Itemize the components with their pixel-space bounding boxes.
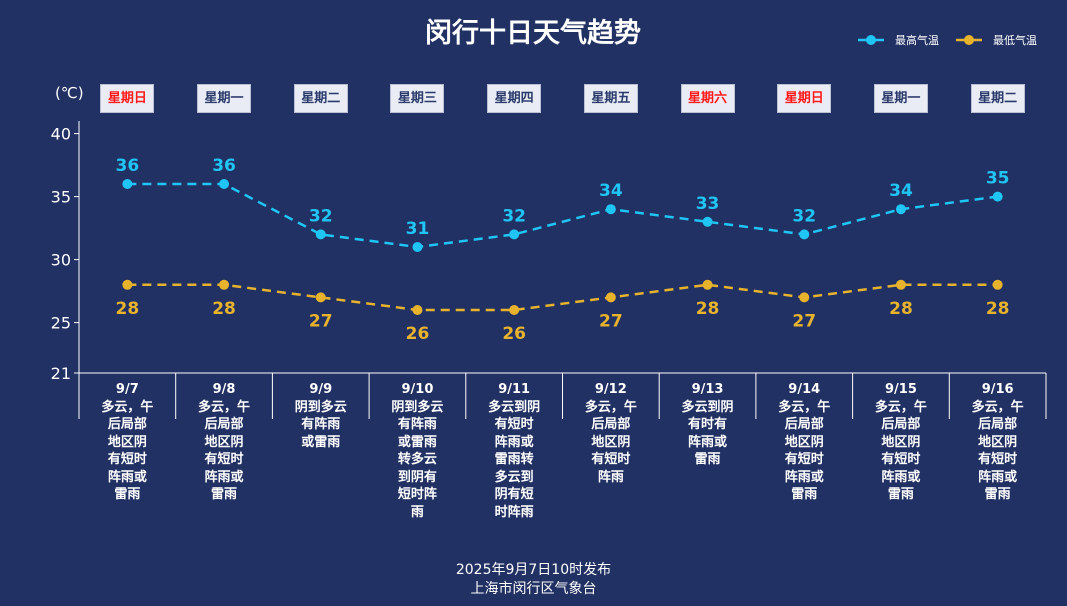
data-point	[702, 279, 713, 290]
weekday-badge: 星期五	[583, 84, 638, 113]
publisher: 上海市闵行区气象台	[470, 581, 597, 597]
data-point	[605, 204, 616, 215]
y-tick-label: 30	[51, 251, 71, 270]
data-point	[122, 279, 133, 290]
data-label: 27	[792, 311, 816, 331]
weather-desc: 9/12 多云，午 后局部 地区阴 有短时 阵雨	[584, 382, 637, 485]
y-tick-label: 21	[51, 364, 71, 383]
data-point	[315, 292, 326, 303]
weather-desc: 9/13 多云到阴 有时有 阵雨或 雷雨	[681, 382, 734, 467]
y-axis: 21 25 30 35 40	[51, 121, 80, 383]
data-point	[799, 229, 810, 240]
data-point	[315, 229, 326, 240]
data-label: 31	[406, 219, 430, 239]
data-label: 27	[599, 311, 623, 331]
data-point	[219, 179, 230, 189]
weekday-badge: 星期三	[390, 84, 445, 113]
data-point	[895, 204, 906, 215]
series-line-0	[127, 182, 998, 249]
weather-desc: 9/11 多云到阴 有短时 阵雨或 雷雨转 多云到 阴有短 时阵雨	[488, 382, 541, 520]
weather-desc: 9/10 阴到多云 有阵雨 或雷雨 转多云 到阴有 短时阵 雨	[391, 382, 444, 520]
series-line-1	[127, 283, 998, 312]
data-point	[992, 191, 1003, 202]
legend-label: 最低气温	[993, 33, 1037, 47]
data-label: 26	[406, 324, 430, 344]
data-label: 27	[309, 311, 333, 331]
data-point	[509, 229, 520, 240]
weekday-badge: 星期日	[100, 84, 155, 113]
data-point	[799, 292, 810, 303]
data-label: 36	[116, 156, 140, 176]
data-label: 34	[599, 181, 623, 201]
chart-title: 闵行十日天气趋势	[425, 17, 641, 49]
data-label: 28	[696, 299, 720, 319]
data-label: 33	[696, 194, 720, 214]
legend-label: 最高气温	[895, 33, 939, 47]
weather-desc: 9/8 多云，午 后局部 地区阴 有短时 阵雨或 雷雨	[198, 382, 251, 502]
data-point	[122, 179, 133, 189]
data-label: 32	[309, 206, 333, 226]
weather-desc: 9/7 多云，午 后局部 地区阴 有短时 阵雨或 雷雨	[101, 382, 154, 502]
data-point	[605, 292, 616, 303]
legend-marker	[964, 35, 974, 45]
data-label: 26	[502, 324, 526, 344]
legend-marker	[866, 35, 876, 45]
data-label: 35	[986, 169, 1010, 189]
weekday-badge: 星期日	[777, 84, 832, 113]
data-label: 28	[116, 299, 140, 319]
data-point	[895, 279, 906, 290]
weekday-badge: 星期二	[970, 84, 1025, 113]
weather-desc: 9/16 多云，午 后局部 地区阴 有短时 阵雨或 雷雨	[971, 382, 1024, 502]
data-label: 34	[889, 181, 913, 201]
data-point	[702, 216, 713, 227]
data-point	[412, 305, 423, 315]
data-label: 28	[212, 299, 236, 319]
data-point	[992, 279, 1003, 290]
weekday-badge: 星期一	[873, 84, 928, 113]
y-tick-label: 35	[51, 188, 71, 207]
y-tick-label: 25	[51, 314, 71, 333]
legend: 最高气温 最低气温	[858, 33, 1037, 47]
weekday-badge: 星期一	[197, 84, 252, 113]
publish-time: 2025年9月7日10时发布	[455, 562, 612, 578]
data-label: 28	[986, 299, 1010, 319]
weather-desc: 9/9 阴到多云 有阵雨 或雷雨	[294, 382, 347, 450]
weekday-badge: 星期六	[680, 84, 735, 113]
data-label: 32	[502, 206, 526, 226]
y-axis-unit: (℃)	[55, 84, 84, 102]
weather-desc: 9/14 多云，午 后局部 地区阴 有短时 阵雨或 雷雨	[778, 382, 831, 502]
data-point	[412, 242, 423, 252]
data-point	[219, 279, 230, 290]
data-label: 32	[792, 206, 816, 226]
data-label: 36	[212, 156, 236, 176]
weather-desc: 9/15 多云，午 后局部 地区阴 有短时 阵雨或 雷雨	[874, 382, 927, 502]
data-label: 28	[889, 299, 913, 319]
weekday-badge: 星期二	[293, 84, 348, 113]
x-axis	[78, 372, 1047, 419]
data-point	[509, 305, 520, 315]
weekday-badge: 星期四	[487, 84, 542, 113]
y-tick-label: 40	[51, 125, 71, 144]
series-layer: 36 36 32 31 32 34 33 32 34 35 28 28 27 26 26 27 28 27 28 28	[116, 156, 1010, 344]
